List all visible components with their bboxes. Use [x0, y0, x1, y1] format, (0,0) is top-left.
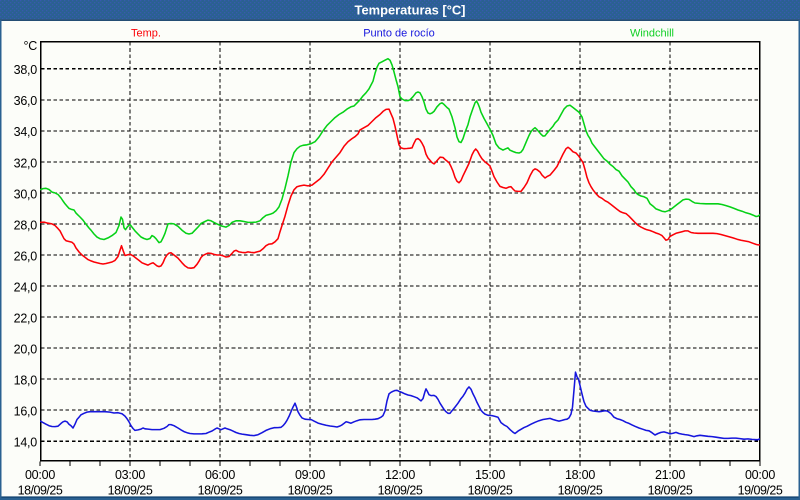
svg-text:Punto de rocío: Punto de rocío — [363, 28, 435, 40]
svg-text:03:00: 03:00 — [115, 468, 145, 482]
svg-text:12:00: 12:00 — [385, 468, 415, 482]
svg-text:38,0: 38,0 — [14, 63, 38, 77]
svg-text:16,0: 16,0 — [14, 405, 38, 419]
svg-text:18/09/25: 18/09/25 — [18, 483, 63, 497]
svg-text:Temperaturas [°C]: Temperaturas [°C] — [355, 2, 466, 17]
svg-text:32,0: 32,0 — [14, 156, 38, 170]
svg-text:36,0: 36,0 — [14, 94, 38, 108]
svg-text:18/09/25: 18/09/25 — [648, 483, 693, 497]
svg-text:Windchill: Windchill — [630, 28, 674, 40]
svg-text:°C: °C — [23, 39, 37, 53]
svg-text:18:00: 18:00 — [565, 468, 595, 482]
svg-text:18/09/25: 18/09/25 — [378, 483, 423, 497]
svg-text:06:00: 06:00 — [205, 468, 235, 482]
svg-text:20,0: 20,0 — [14, 343, 38, 357]
svg-text:26,0: 26,0 — [14, 249, 38, 263]
svg-text:19/09/25: 19/09/25 — [738, 483, 783, 497]
svg-text:18/09/25: 18/09/25 — [558, 483, 603, 497]
svg-text:21:00: 21:00 — [655, 468, 685, 482]
svg-text:30,0: 30,0 — [14, 187, 38, 201]
svg-text:34,0: 34,0 — [14, 125, 38, 139]
svg-text:24,0: 24,0 — [14, 280, 38, 294]
svg-text:15:00: 15:00 — [475, 468, 505, 482]
svg-text:18/09/25: 18/09/25 — [198, 483, 243, 497]
svg-text:00:00: 00:00 — [25, 468, 55, 482]
svg-text:18/09/25: 18/09/25 — [288, 483, 333, 497]
svg-text:09:00: 09:00 — [295, 468, 325, 482]
svg-text:Temp.: Temp. — [131, 28, 161, 40]
svg-text:14,0: 14,0 — [14, 436, 38, 450]
svg-text:28,0: 28,0 — [14, 218, 38, 232]
svg-text:18/09/25: 18/09/25 — [108, 483, 153, 497]
svg-text:18/09/25: 18/09/25 — [468, 483, 513, 497]
svg-text:00:00: 00:00 — [745, 468, 775, 482]
svg-text:18,0: 18,0 — [14, 374, 38, 388]
svg-text:22,0: 22,0 — [14, 311, 38, 325]
